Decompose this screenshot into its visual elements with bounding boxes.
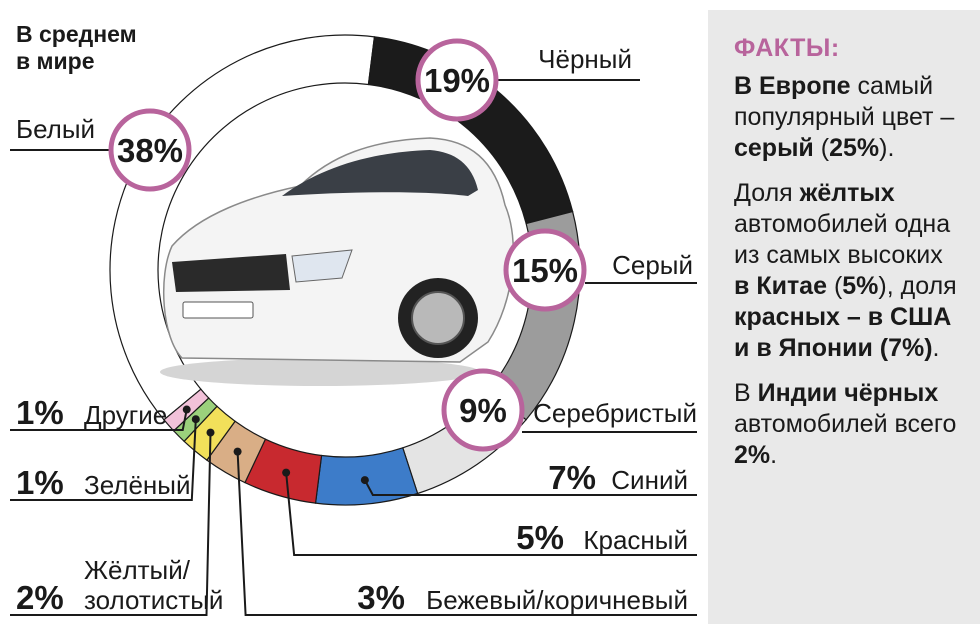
label-grey-circle xyxy=(503,228,587,312)
label-beige-leader xyxy=(236,451,697,616)
label-other-dot xyxy=(182,405,191,414)
label-green-value: 1% xyxy=(16,464,64,501)
label-green-leader xyxy=(10,419,197,501)
label-red-value: 5% xyxy=(516,519,564,556)
label-silver-circle xyxy=(441,368,525,452)
label-blue-text: Синий xyxy=(611,465,688,495)
label-other-value: 1% xyxy=(16,394,64,431)
label-red-text: Красный xyxy=(583,525,688,555)
label-grey-text: Серый xyxy=(612,250,693,280)
fact-china: Доля жёлтых автомобилей одна из самых вы… xyxy=(734,179,957,362)
label-silver-text: Серебристый xyxy=(533,398,697,428)
label-yellow-text: Жёлтый/золотистый xyxy=(84,555,223,615)
label-yellow-dot xyxy=(206,428,215,437)
label-blue-value: 7% xyxy=(548,459,596,496)
label-beige-value: 3% xyxy=(357,579,405,616)
fact-europe: В Европе самый популярный цвет – серый (… xyxy=(734,72,955,162)
label-beige-dot xyxy=(233,447,242,456)
label-blue-dot xyxy=(360,476,369,485)
label-black-text: Чёрный xyxy=(538,44,632,74)
car-plate xyxy=(182,301,254,319)
car-windshield xyxy=(282,150,478,196)
pie-chart: В среднем в мире 38% Белый 19% Чёрный 15% Серы… xyxy=(10,21,697,616)
car-shadow xyxy=(160,358,480,386)
label-red-dot xyxy=(282,468,291,477)
facts-panel: ФАКТЫ: В Европе самый популярный цвет – … xyxy=(708,10,980,624)
label-other-leader xyxy=(10,409,188,431)
label-white-value: 38% xyxy=(117,132,183,169)
chart-title-text: В среднем в мире xyxy=(16,21,137,74)
label-green-text: Зелёный xyxy=(84,470,191,500)
fact-india: В Индии чёрных автомобилей всего 2%. xyxy=(734,379,957,469)
label-white-circle xyxy=(108,108,192,192)
facts-title: ФАКТЫ: xyxy=(734,34,840,62)
label-grey-value: 15% xyxy=(512,252,578,289)
car-rim xyxy=(411,291,465,345)
label-silver-value: 9% xyxy=(459,392,507,429)
label-red-leader xyxy=(285,472,697,556)
car-grille xyxy=(172,254,290,292)
label-yellow-value: 2% xyxy=(16,579,64,616)
label-blue-leader xyxy=(363,479,697,496)
slice-синий xyxy=(314,447,419,506)
label-black-value: 19% xyxy=(424,62,490,99)
car-illustration xyxy=(160,137,515,386)
label-other-text: Другие xyxy=(84,400,167,430)
slice-labels: 38% Белый 19% Чёрный 15% Серый 9% Серебристый 7%… xyxy=(10,38,697,616)
car-headlight xyxy=(291,249,353,283)
label-black-circle xyxy=(415,38,499,122)
label-beige-text: Бежевый/коричневый xyxy=(426,585,688,615)
label-green-dot xyxy=(191,415,200,424)
chart-title: В среднем в мире xyxy=(16,21,137,74)
label-yellow-leader xyxy=(10,432,212,616)
label-white-text: Белый xyxy=(16,114,95,144)
